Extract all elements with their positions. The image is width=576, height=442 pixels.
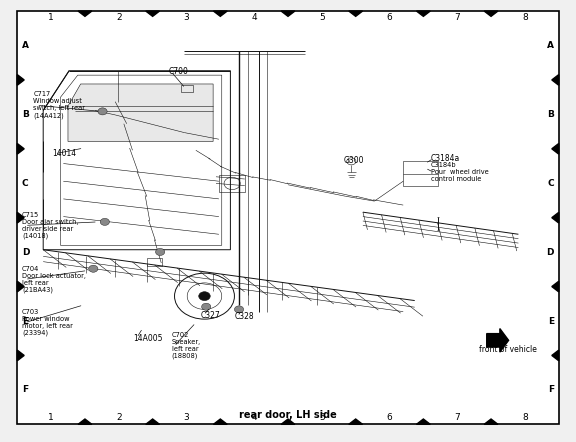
Text: 14014: 14014 (52, 149, 76, 158)
Text: 5: 5 (319, 13, 325, 22)
Polygon shape (552, 212, 559, 223)
Polygon shape (348, 11, 363, 16)
Text: E: E (22, 316, 28, 325)
Text: 3: 3 (184, 13, 190, 22)
Text: F: F (22, 385, 28, 394)
Text: C715
Door ajar switch,
driver side rear
(14018): C715 Door ajar switch, driver side rear … (22, 212, 78, 239)
Text: C703
Power window
motor, left rear
(23394): C703 Power window motor, left rear (2339… (22, 309, 73, 336)
Circle shape (202, 303, 211, 310)
Polygon shape (17, 75, 24, 85)
Text: 6: 6 (386, 13, 392, 22)
Polygon shape (552, 281, 559, 292)
Polygon shape (348, 419, 363, 424)
Text: 7: 7 (454, 413, 460, 422)
Circle shape (156, 248, 165, 255)
Polygon shape (416, 11, 430, 16)
Bar (181, 85, 193, 91)
Text: C717
Window adjust
switch, left rear
(14A412): C717 Window adjust switch, left rear (14… (33, 91, 85, 119)
Text: B: B (547, 110, 554, 119)
Text: F: F (548, 385, 554, 394)
Circle shape (199, 292, 210, 301)
Polygon shape (17, 281, 24, 292)
Text: C702
Speaker,
left rear
(18808): C702 Speaker, left rear (18808) (172, 332, 201, 359)
Circle shape (98, 108, 107, 115)
Polygon shape (78, 11, 92, 16)
Text: rear door, LH side: rear door, LH side (239, 411, 337, 420)
Text: 4: 4 (251, 413, 257, 422)
Text: 1: 1 (48, 13, 54, 22)
Text: C3184b
Pour  wheel drive
control module: C3184b Pour wheel drive control module (431, 162, 488, 183)
Text: E: E (548, 316, 554, 325)
Circle shape (89, 265, 98, 272)
Text: D: D (22, 248, 29, 257)
Bar (219, 175, 245, 192)
Polygon shape (484, 419, 498, 424)
Text: C700: C700 (168, 67, 188, 76)
Text: front of vehicle: front of vehicle (479, 345, 537, 354)
Text: 7: 7 (454, 13, 460, 22)
Text: A: A (22, 41, 29, 50)
Text: B: B (22, 110, 29, 119)
Text: 8: 8 (522, 13, 528, 22)
Text: D: D (547, 248, 554, 257)
Polygon shape (484, 11, 498, 16)
Polygon shape (146, 419, 160, 424)
Text: C3184a: C3184a (431, 154, 460, 163)
Text: 1: 1 (48, 413, 54, 422)
Polygon shape (416, 419, 430, 424)
Text: A: A (547, 41, 554, 50)
Text: 8: 8 (522, 413, 528, 422)
Polygon shape (146, 11, 160, 16)
Text: 2: 2 (116, 13, 122, 22)
Text: C: C (547, 179, 554, 188)
Polygon shape (17, 350, 24, 361)
Bar (403, 161, 438, 186)
Polygon shape (552, 75, 559, 85)
Text: C: C (22, 179, 29, 188)
Polygon shape (78, 419, 92, 424)
Polygon shape (487, 328, 509, 352)
Polygon shape (68, 84, 213, 141)
Circle shape (234, 306, 244, 313)
Polygon shape (17, 212, 24, 223)
Polygon shape (17, 144, 24, 154)
Text: 2: 2 (116, 413, 122, 422)
Polygon shape (552, 350, 559, 361)
Text: 4: 4 (251, 13, 257, 22)
Polygon shape (213, 419, 227, 424)
Text: C327: C327 (200, 311, 220, 320)
Text: G300: G300 (343, 156, 364, 165)
Text: 5: 5 (319, 413, 325, 422)
Polygon shape (552, 144, 559, 154)
Text: 14A005: 14A005 (134, 334, 163, 343)
Text: C328: C328 (235, 312, 255, 321)
Bar (147, 258, 161, 266)
Circle shape (100, 218, 109, 225)
Polygon shape (281, 11, 295, 16)
Text: C704
Door lock actuator,
left rear
(21BA43): C704 Door lock actuator, left rear (21BA… (22, 266, 86, 293)
Polygon shape (281, 419, 295, 424)
Polygon shape (213, 11, 227, 16)
Text: 6: 6 (386, 413, 392, 422)
Text: 3: 3 (184, 413, 190, 422)
